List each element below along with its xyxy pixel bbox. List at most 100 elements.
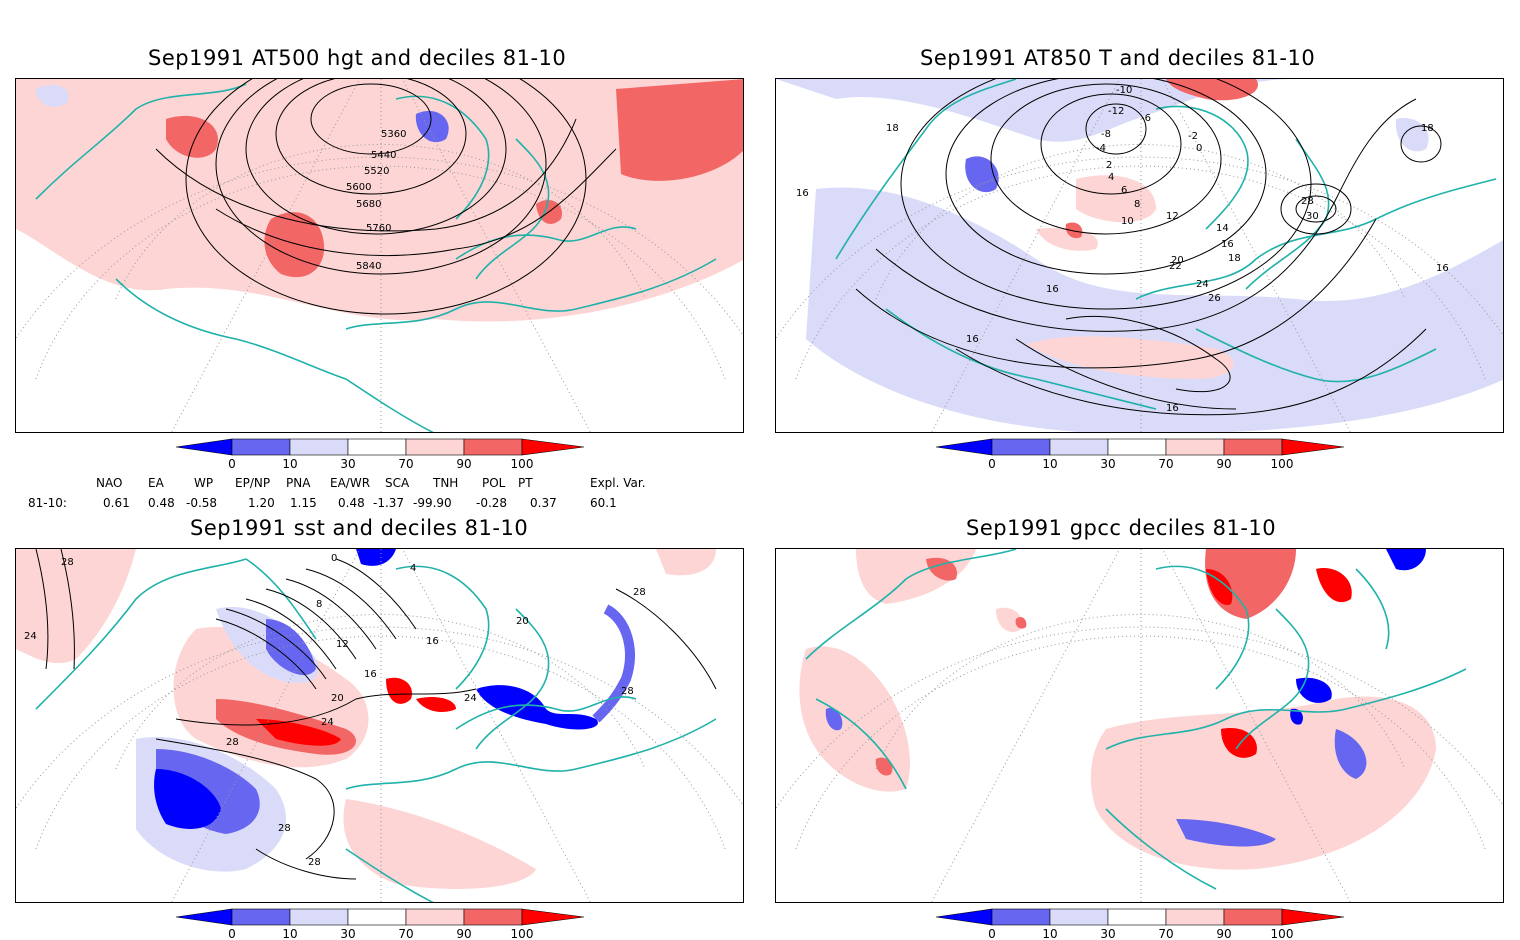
contour-label: 24 (24, 631, 37, 642)
contour-label: -12 (1108, 106, 1124, 117)
map-panel-sst: 28 24 0 4 8 12 16 20 24 24 28 28 28 28 2… (15, 548, 744, 903)
contour-label: 0 (331, 553, 337, 564)
colorbar-tick: 10 (282, 927, 297, 940)
contour-label: 16 (364, 669, 377, 680)
contour-label: 18 (886, 123, 899, 134)
colorbar-tick: 70 (1158, 927, 1173, 940)
colorbar-tick: 100 (1271, 457, 1294, 470)
colorbar-tick: 90 (456, 457, 471, 470)
contour-label: 12 (1166, 211, 1179, 222)
contour-label: 28 (308, 857, 321, 868)
contour-label: 26 (1208, 293, 1221, 304)
map-gpcc (776, 549, 1503, 902)
polar-grid (16, 549, 743, 902)
colorbar-tick: 0 (988, 457, 996, 470)
sst-contours (35, 549, 717, 880)
contour-label: 28 (226, 737, 239, 748)
panel-title-t850: Sep1991 AT850 T and deciles 81-10 (920, 46, 1316, 70)
colorbar-tick: 100 (1271, 927, 1294, 940)
contour-label: 30 (1306, 211, 1319, 222)
contour-label: 22 (1169, 261, 1182, 272)
index-header: PT (518, 476, 533, 490)
contour-label: 20 (331, 693, 344, 704)
colorbar-tick: 100 (511, 457, 534, 470)
contour-label: 6 (1121, 185, 1127, 196)
index-header: PNA (286, 476, 311, 490)
height-contours (155, 79, 617, 315)
contour-label: 16 (1046, 284, 1059, 295)
coastlines (35, 83, 717, 432)
contour-label: 24 (321, 717, 334, 728)
colorbar-gpcc: 0 10 30 70 90 100 (935, 908, 1345, 940)
contour-label: 5680 (356, 199, 381, 210)
contour-label: 20 (516, 616, 529, 627)
index-header: TNH (432, 476, 458, 490)
colorbar-tick: 90 (1216, 927, 1231, 940)
contour-label: 14 (1216, 223, 1229, 234)
colorbar-tick: 10 (1042, 457, 1057, 470)
index-header: WP (194, 476, 213, 490)
contour-label: 5840 (356, 261, 381, 272)
contour-label: -4 (1096, 143, 1106, 154)
colorbar-t850: 0 10 30 70 90 100 (935, 438, 1345, 470)
colorbar-tick: 0 (228, 457, 236, 470)
index-value: 0.61 (103, 496, 130, 510)
coastlines (835, 79, 1497, 410)
colorbar-tick: 70 (398, 927, 413, 940)
contour-label: 4 (1108, 172, 1114, 183)
index-value: 60.1 (590, 496, 617, 510)
contour-label: 12 (336, 639, 349, 650)
contour-label: -2 (1188, 131, 1198, 142)
contour-label: 0 (1196, 143, 1202, 154)
polar-grid (16, 79, 743, 432)
contour-label: 18 (1228, 253, 1241, 264)
decile-shading (16, 79, 743, 322)
colorbar-tick: 100 (511, 927, 534, 940)
coastlines (805, 549, 1467, 890)
colorbar-tick: 10 (282, 457, 297, 470)
colorbar-tick: 90 (456, 927, 471, 940)
temperature-contours (855, 79, 1442, 416)
colorbar-tick: 30 (1100, 927, 1115, 940)
colorbar-tick: 70 (398, 457, 413, 470)
contour-label: 28 (278, 823, 291, 834)
contour-label: 10 (1121, 216, 1134, 227)
index-value: 0.48 (338, 496, 365, 510)
map-panel-gpcc (775, 548, 1504, 903)
contour-label: 5360 (381, 129, 406, 140)
index-header: EA/WR (330, 476, 370, 490)
contour-label: 16 (796, 188, 809, 199)
colorbar-tick: 30 (340, 457, 355, 470)
index-value: -0.28 (476, 496, 507, 510)
colorbar-tick: 10 (1042, 927, 1057, 940)
index-header: EP/NP (235, 476, 270, 490)
contour-label: 2 (1106, 160, 1112, 171)
index-header: SCA (385, 476, 410, 490)
index-row-label: 81-10: (28, 496, 67, 510)
contour-label: 28 (633, 587, 646, 598)
panel-title-gpcc: Sep1991 gpcc deciles 81-10 (966, 516, 1277, 540)
index-header: NAO (96, 476, 122, 490)
decile-shading (16, 549, 716, 889)
colorbar-tick: 0 (988, 927, 996, 940)
colorbar-hgt: 0 10 30 70 90 100 (175, 438, 585, 470)
map-panel-t850: -10 -12 -8 -6 -4 -2 0 2 4 6 8 10 12 14 1… (775, 78, 1504, 433)
contour-label: 16 (426, 636, 439, 647)
panel-title-sst: Sep1991 sst and deciles 81-10 (190, 516, 529, 540)
contour-label: 5440 (371, 150, 396, 161)
colorbar-sst: 0 10 30 70 90 100 (175, 908, 585, 940)
map-panel-hgt: 5360 5440 5520 5600 5680 5760 5840 (15, 78, 744, 433)
map-sst: 28 24 0 4 8 12 16 20 24 24 28 28 28 28 2… (16, 549, 743, 902)
contour-label: 4 (410, 563, 416, 574)
colorbar-tick: 30 (1100, 457, 1115, 470)
decile-shading (799, 549, 1436, 870)
contour-label: 8 (316, 599, 322, 610)
contour-label: 5760 (366, 223, 391, 234)
contour-label: 28 (1301, 196, 1314, 207)
contour-label: 16 (1221, 239, 1234, 250)
colorbar-tick: 0 (228, 927, 236, 940)
contour-label: 24 (1196, 279, 1209, 290)
contour-label: 28 (61, 557, 74, 568)
teleconnection-indices: NAO EA WP EP/NP PNA EA/WR SCA TNH POL PT… (28, 476, 646, 510)
contour-label: 16 (1436, 263, 1449, 274)
